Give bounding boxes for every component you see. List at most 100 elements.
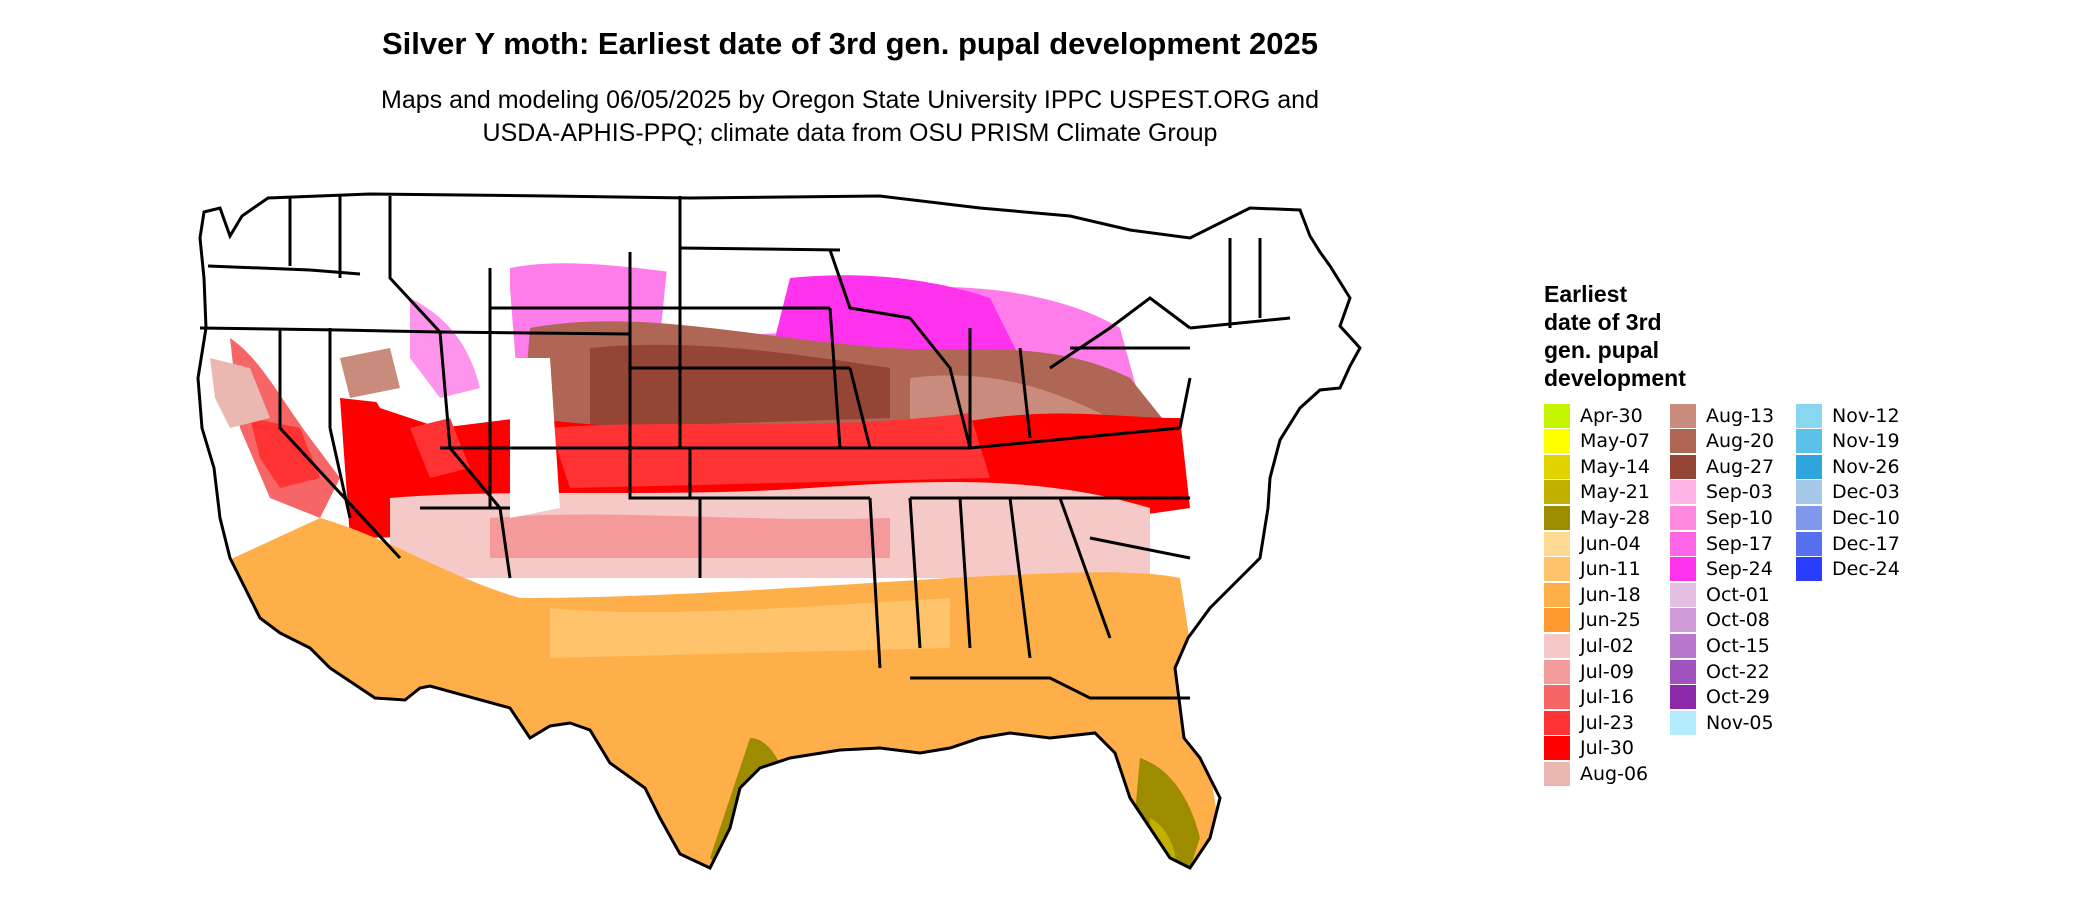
legend-label: Jun-04 [1580,532,1641,555]
legend-item: Jun-25 [1544,608,1641,633]
legend-swatch [1796,403,1822,428]
legend-swatch [1670,454,1696,479]
legend-swatch [1670,557,1696,582]
legend-swatch [1544,505,1570,530]
legend-label: Oct-01 [1706,583,1770,606]
legend-swatch [1544,454,1570,479]
legend-label: May-07 [1580,430,1650,453]
legend-item: Nov-05 [1670,710,1774,735]
legend-item: Jul-09 [1544,659,1634,684]
legend-swatch [1544,480,1570,505]
legend-swatch [1670,608,1696,633]
legend-label: May-28 [1580,506,1650,529]
legend-item: Aug-06 [1544,761,1648,786]
legend-item: Oct-08 [1670,608,1770,633]
legend-item: Jun-18 [1544,582,1641,607]
legend-swatch [1796,480,1822,505]
legend-label: Jul-09 [1580,660,1634,683]
legend-swatch [1796,505,1822,530]
legend-label: Dec-24 [1832,558,1900,581]
legend-item: Sep-24 [1670,557,1773,582]
legend-label: Jul-16 [1580,686,1634,709]
legend-label: Apr-30 [1580,404,1643,427]
legend-swatch [1544,582,1570,607]
legend-item: Nov-12 [1796,403,1900,428]
legend-swatch [1670,429,1696,454]
legend-item: Jul-16 [1544,685,1634,710]
legend-label: Oct-22 [1706,660,1770,683]
legend-swatch [1796,557,1822,582]
legend-label: Jul-02 [1580,634,1634,657]
legend-item: Oct-01 [1670,582,1770,607]
legend-item: Oct-29 [1670,685,1770,710]
legend-item: Aug-20 [1670,429,1774,454]
legend-title-line: gen. pupal [1544,337,1659,363]
legend-label: Sep-17 [1706,532,1773,555]
legend-label: Oct-08 [1706,609,1770,632]
legend-swatch [1544,608,1570,633]
state-borders [196,192,1362,870]
legend-label: Sep-24 [1706,558,1773,581]
legend-label: Sep-10 [1706,506,1773,529]
legend-item: Jul-23 [1544,710,1634,735]
subtitle-line-2: USDA-APHIS-PPQ; climate data from OSU PR… [482,119,1218,147]
legend-swatch [1796,429,1822,454]
legend-swatch [1670,659,1696,684]
legend-swatch [1544,633,1570,658]
legend-label: Jun-25 [1580,609,1641,632]
legend-swatch [1544,429,1570,454]
legend-swatch [1670,710,1696,735]
legend-item: May-07 [1544,429,1650,454]
legend-label: Jul-30 [1580,737,1634,760]
legend-title-line: Earliest [1544,281,1628,307]
legend-item: Sep-03 [1670,480,1773,505]
legend-swatch [1544,736,1570,761]
legend-swatch [1670,505,1696,530]
legend-item: Dec-03 [1796,480,1900,505]
subtitle-line-1: Maps and modeling 06/05/2025 by Oregon S… [381,86,1319,114]
legend-swatch [1544,710,1570,735]
legend-swatch [1670,685,1696,710]
legend-title-line: development [1544,365,1686,391]
legend-item: Oct-22 [1670,659,1770,684]
legend-swatch [1670,531,1696,556]
legend-item: Dec-17 [1796,531,1900,556]
legend-label: Aug-20 [1706,430,1775,453]
legend-label: Oct-15 [1706,634,1770,657]
legend-item: Dec-10 [1796,505,1900,530]
phenology-raster [198,194,1360,868]
legend-item: Aug-13 [1670,403,1774,428]
legend-item: Nov-19 [1796,429,1900,454]
legend-label: Aug-13 [1706,404,1775,427]
legend-label: May-14 [1580,455,1650,478]
legend-swatch [1544,403,1570,428]
legend-item: Jul-02 [1544,633,1634,658]
legend-item: Jul-30 [1544,736,1634,761]
legend-item: Jun-04 [1544,531,1641,556]
legend-label: Nov-12 [1832,404,1900,427]
legend-swatch [1796,454,1822,479]
legend-swatch [1544,531,1570,556]
legend-swatch [1544,685,1570,710]
legend-swatch [1670,582,1696,607]
legend-label: Dec-10 [1832,506,1900,529]
legend-label: Nov-26 [1832,455,1900,478]
legend-item: Oct-15 [1670,633,1770,658]
legend-title-line: date of 3rd [1544,309,1662,335]
legend-label: May-21 [1580,481,1650,504]
legend-title: Earliest date of 3rd gen. pupal developm… [1544,280,1754,392]
legend-label: Dec-03 [1832,481,1900,504]
legend-swatch [1544,557,1570,582]
legend-item: May-14 [1544,454,1650,479]
legend-label: Jul-23 [1580,711,1634,734]
legend-swatch [1544,659,1570,684]
legend-item: Nov-26 [1796,454,1900,479]
legend-swatch [1670,633,1696,658]
map-subtitle: Maps and modeling 06/05/2025 by Oregon S… [240,84,1460,150]
legend-label: Aug-06 [1580,762,1649,785]
legend-item: May-21 [1544,480,1650,505]
legend-item: Sep-17 [1670,531,1773,556]
legend-label: Oct-29 [1706,686,1770,709]
map-title: Silver Y moth: Earliest date of 3rd gen.… [381,26,1319,61]
legend-item: Apr-30 [1544,403,1643,428]
